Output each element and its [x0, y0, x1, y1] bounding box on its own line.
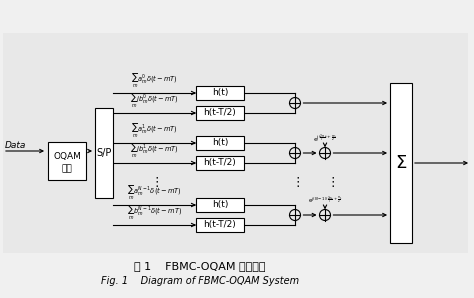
- Bar: [196, 156, 244, 170]
- Text: h(t): h(t): [212, 139, 228, 148]
- Text: h(t-T/2): h(t-T/2): [204, 159, 237, 167]
- Bar: [3, 33, 468, 253]
- Bar: [196, 136, 244, 150]
- Text: Data: Data: [5, 142, 27, 150]
- Text: 调制: 调制: [62, 164, 73, 173]
- Text: 图 1    FBMC-OQAM 系统框图: 图 1 FBMC-OQAM 系统框图: [134, 261, 266, 271]
- Text: h(t-T/2): h(t-T/2): [204, 221, 237, 229]
- Bar: [196, 198, 244, 212]
- Text: $\sum_m a_m^0\delta(t-mT)$: $\sum_m a_m^0\delta(t-mT)$: [131, 73, 178, 90]
- Text: S/P: S/P: [96, 148, 112, 158]
- Bar: [196, 218, 244, 232]
- Bar: [48, 142, 86, 180]
- Text: h(t): h(t): [212, 201, 228, 209]
- Text: $\mathrm{e}^{\mathrm{j}(N-1)(\frac{2\pi}{T}t+\frac{\pi}{2})}$: $\mathrm{e}^{\mathrm{j}(N-1)(\frac{2\pi}…: [308, 195, 342, 207]
- Text: $\vdots$: $\vdots$: [150, 175, 159, 189]
- Text: $\sum_m a_m^{N-1}\delta(t-mT)$: $\sum_m a_m^{N-1}\delta(t-mT)$: [127, 185, 182, 202]
- Text: $\vdots$: $\vdots$: [291, 175, 300, 189]
- Text: Fig. 1    Diagram of FBMC-OQAM System: Fig. 1 Diagram of FBMC-OQAM System: [101, 276, 299, 286]
- Text: $\sum_m a_m^1\delta(t-mT)$: $\sum_m a_m^1\delta(t-mT)$: [131, 123, 178, 140]
- Bar: [95, 108, 113, 198]
- Text: $\mathrm{e}^{\mathrm{j}(\frac{2\pi}{T}t+\frac{\pi}{2})}$: $\mathrm{e}^{\mathrm{j}(\frac{2\pi}{T}t+…: [313, 133, 337, 145]
- Bar: [196, 86, 244, 100]
- Text: $\sum_m jb_m^1\delta(t-mT)$: $\sum_m jb_m^1\delta(t-mT)$: [130, 143, 179, 160]
- Text: h(t): h(t): [212, 89, 228, 97]
- Text: h(t-T/2): h(t-T/2): [204, 108, 237, 117]
- Text: $\Sigma$: $\Sigma$: [395, 154, 407, 172]
- Text: $\sum_m jb_m^0\delta(t-mT)$: $\sum_m jb_m^0\delta(t-mT)$: [130, 93, 179, 110]
- Text: OQAM: OQAM: [53, 152, 81, 161]
- Bar: [390, 83, 412, 243]
- Text: $\sum_m b_m^{N-1}\delta(t-mT)$: $\sum_m b_m^{N-1}\delta(t-mT)$: [127, 205, 182, 222]
- Bar: [196, 106, 244, 120]
- Text: $\vdots$: $\vdots$: [326, 175, 335, 189]
